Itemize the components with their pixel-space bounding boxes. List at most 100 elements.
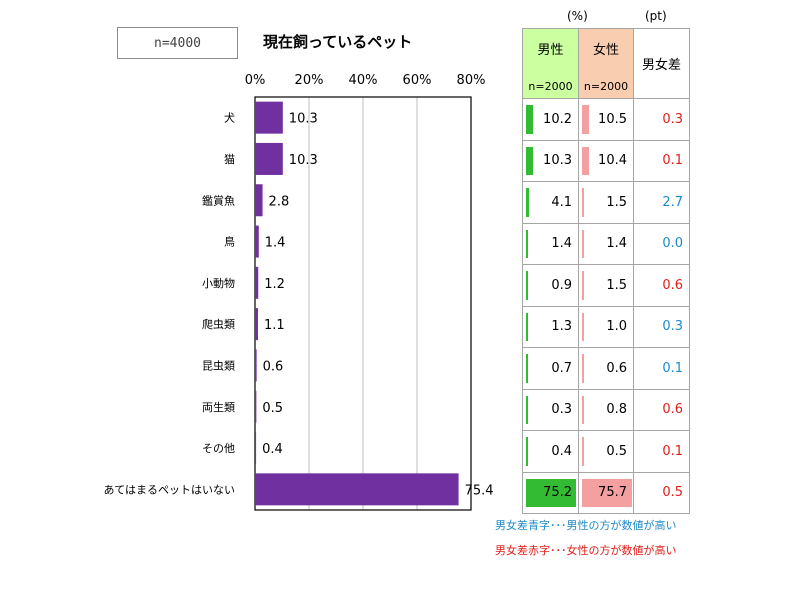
category-label: 両生類 — [202, 400, 235, 414]
bar — [255, 184, 263, 217]
category-label: 犬 — [224, 111, 235, 125]
male-data-bar — [526, 271, 528, 300]
male-cell: 0.9 — [522, 264, 579, 307]
male-data-bar — [526, 229, 528, 258]
male-value: 0.3 — [551, 402, 572, 418]
male-header-label: 男性 — [537, 43, 564, 58]
bar — [255, 225, 259, 258]
bar — [255, 349, 257, 382]
diff-cell: 0.6 — [633, 388, 690, 431]
male-data-bar — [526, 188, 529, 217]
female-data-bar — [582, 312, 584, 341]
male-data-bar — [526, 105, 533, 134]
bar-value-label: 10.3 — [289, 153, 318, 168]
diff-cell: 0.1 — [633, 430, 690, 473]
female-cell: 1.5 — [578, 181, 634, 224]
male-value: 0.7 — [551, 360, 572, 376]
female-value: 10.5 — [598, 111, 627, 127]
male-cell: 0.3 — [522, 388, 579, 431]
male-cell: 10.2 — [522, 98, 579, 141]
female-cell: 0.8 — [578, 388, 634, 431]
male-cell: 0.7 — [522, 347, 579, 390]
female-cell: 75.7 — [578, 471, 634, 514]
female-data-bar — [582, 395, 584, 424]
category-label: 爬虫類 — [202, 318, 235, 331]
female-value: 0.5 — [606, 443, 627, 459]
male-data-bar — [526, 312, 528, 341]
male-cell: 1.3 — [522, 305, 579, 348]
female-cell: 0.5 — [578, 430, 634, 473]
table-row: 0.9 1.5 0.6 — [522, 264, 690, 307]
bar — [255, 473, 459, 506]
table-row: 75.2 75.7 0.5 — [522, 471, 690, 514]
table-row: 0.7 0.6 0.1 — [522, 347, 690, 390]
diff-cell: 0.3 — [633, 98, 690, 141]
male-data-bar — [526, 478, 576, 507]
diff-cell: 0.0 — [633, 222, 690, 265]
bar — [255, 308, 258, 341]
bar-value-label: 2.8 — [269, 194, 290, 209]
male-value: 75.2 — [543, 485, 572, 501]
diff-cell: 0.5 — [633, 471, 690, 514]
x-tick-label: 80% — [457, 73, 486, 88]
male-value: 4.1 — [551, 194, 572, 210]
table-unit-pt: (pt) — [645, 9, 667, 23]
category-label: あてはまるペットはいない — [103, 483, 235, 496]
male-data-bar — [526, 146, 533, 175]
bar — [255, 390, 257, 423]
bar-value-label: 0.4 — [262, 442, 283, 457]
chart-title: 現在飼っているペット — [263, 33, 413, 51]
bar-value-label: 1.2 — [264, 277, 285, 292]
category-label: その他 — [202, 442, 235, 455]
gender-comparison-table: 男性 n=2000 女性 n=2000 男女差 10.2 10.5 0.3 10.3 1… — [522, 28, 690, 514]
bar-value-label: 1.4 — [265, 236, 286, 251]
x-tick-label: 0% — [245, 73, 266, 88]
bar-value-label: 0.5 — [262, 401, 283, 416]
male-cell: 75.2 — [522, 471, 579, 514]
category-label: 昆虫類 — [202, 359, 235, 372]
bar — [255, 266, 259, 299]
diff-cell: 0.6 — [633, 264, 690, 307]
bar-value-label: 75.4 — [465, 483, 494, 498]
diff-cell: 2.7 — [633, 181, 690, 224]
female-data-bar — [582, 146, 589, 175]
male-data-bar — [526, 395, 528, 424]
female-value: 75.7 — [598, 485, 627, 501]
female-header-label: 女性 — [592, 43, 619, 58]
bar — [255, 142, 283, 175]
category-label: 鳥 — [224, 235, 235, 249]
plot-frame — [254, 96, 472, 511]
female-cell: 1.4 — [578, 222, 634, 265]
female-cell: 0.6 — [578, 347, 634, 390]
female-cell: 10.4 — [578, 139, 634, 182]
category-label: 猫 — [224, 153, 235, 166]
male-value: 1.4 — [551, 236, 572, 252]
bar-value-label: 1.1 — [264, 318, 285, 333]
female-data-bar — [582, 271, 584, 300]
note-blue: 男女差青字･･･男性の方が数値が高い — [495, 519, 677, 532]
male-data-bar — [526, 354, 528, 383]
female-cell: 1.5 — [578, 264, 634, 307]
male-value: 10.3 — [543, 153, 572, 169]
table-row: 10.2 10.5 0.3 — [522, 98, 690, 141]
female-value: 0.8 — [606, 402, 627, 418]
female-data-bar — [582, 105, 589, 134]
female-header-n: n=2000 — [583, 80, 629, 93]
male-cell: 4.1 — [522, 181, 579, 224]
male-value: 10.2 — [543, 111, 572, 127]
male-value: 0.9 — [551, 277, 572, 293]
female-data-bar — [582, 188, 584, 217]
female-cell: 1.0 — [578, 305, 634, 348]
female-header: 女性 n=2000 — [578, 28, 634, 99]
female-value: 0.6 — [606, 360, 627, 376]
bar-value-label: 0.6 — [263, 359, 284, 374]
table-unit-percent: (%) — [567, 9, 588, 23]
male-header-n: n=2000 — [528, 80, 573, 93]
x-tick-label: 40% — [349, 73, 378, 88]
male-header: 男性 n=2000 — [522, 28, 579, 99]
female-data-bar — [582, 229, 584, 258]
x-tick-label: 20% — [295, 73, 324, 88]
female-value: 1.5 — [606, 277, 627, 293]
bar — [255, 101, 283, 134]
